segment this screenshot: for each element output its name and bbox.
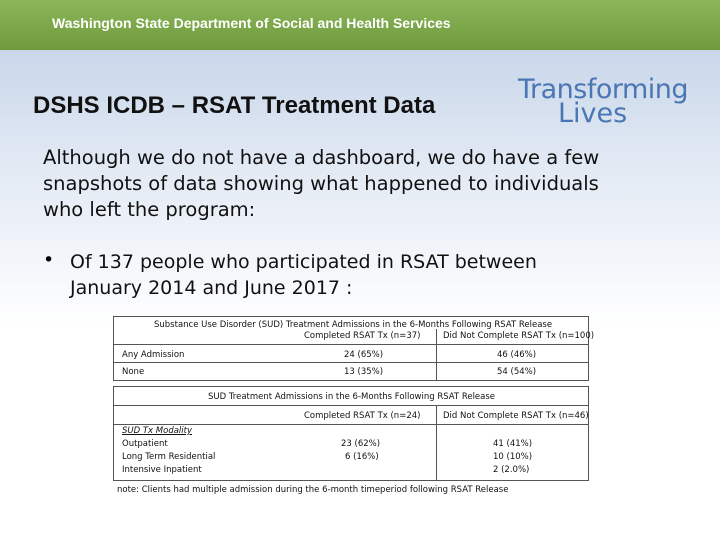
logo-line-2: Lives	[558, 98, 628, 129]
modality-table: SUD Treatment Admissions in the 6-Months…	[113, 386, 589, 481]
table1-row-label: None	[122, 367, 145, 377]
table2-cell: 41 (41%)	[493, 439, 533, 449]
table1-cell: 46 (46%)	[497, 350, 537, 360]
table2-divider	[436, 405, 437, 481]
agency-name: Washington State Department of Social an…	[52, 15, 451, 31]
bullet-text: Of 137 people who participated in RSAT b…	[70, 251, 537, 299]
table2-row-label: Long Term Residential	[122, 452, 216, 462]
table2-row-label: Intensive Inpatient	[122, 465, 202, 475]
table1-cell: 54 (54%)	[497, 367, 537, 377]
table2-cell: 2 (2.0%)	[493, 465, 530, 475]
table1-row-label: Any Admission	[122, 350, 185, 360]
table1-cell: 24 (65%)	[344, 350, 384, 360]
table1-col1-header: Completed RSAT Tx (n=37)	[304, 331, 421, 341]
table2-rule	[114, 405, 588, 406]
table1-divider	[436, 329, 437, 381]
table-footnote: note: Clients had multiple admission dur…	[117, 485, 509, 495]
table2-title: SUD Treatment Admissions in the 6-Months…	[208, 392, 496, 402]
table2-cell: 23 (62%)	[341, 439, 381, 449]
table2-row-label: Outpatient	[122, 439, 168, 449]
page-title: DSHS ICDB – RSAT Treatment Data	[33, 92, 436, 119]
title-band	[0, 50, 720, 330]
table2-section-label: SUD Tx Modality	[122, 426, 193, 436]
transforming-lives-logo: Transforming Lives	[518, 74, 689, 130]
table2-cell: 10 (10%)	[493, 452, 533, 462]
table2-col2-header: Did Not Complete RSAT Tx (n=46)	[443, 411, 589, 421]
table1-col2-header: Did Not Complete RSAT Tx (n=100)	[443, 331, 595, 341]
table2-cell: 6 (16%)	[345, 452, 379, 462]
intro-text: Although we do not have a dashboard, we …	[43, 146, 600, 221]
header-bar: Washington State Department of Social an…	[0, 0, 720, 50]
table2-col1-header: Completed RSAT Tx (n=24)	[304, 411, 421, 421]
table1-cell: 13 (35%)	[344, 367, 384, 377]
table1-title: Substance Use Disorder (SUD) Treatment A…	[154, 320, 553, 330]
table2-rule	[114, 424, 588, 425]
bullet-symbol: •	[43, 249, 55, 271]
admissions-table: Substance Use Disorder (SUD) Treatment A…	[113, 316, 594, 381]
table1-rule	[114, 344, 588, 345]
logo-line-1: Transforming	[518, 74, 689, 105]
table1-rule	[114, 362, 588, 363]
